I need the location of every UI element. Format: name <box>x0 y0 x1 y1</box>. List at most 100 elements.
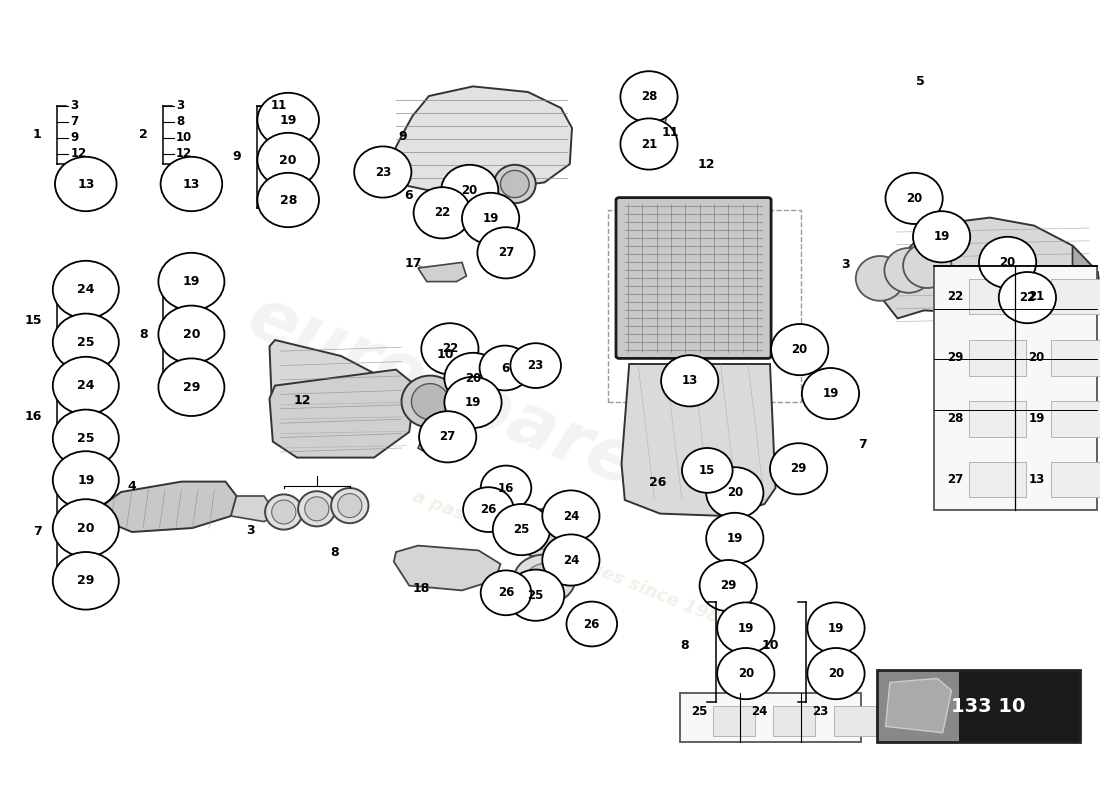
Text: 29: 29 <box>77 574 95 587</box>
Text: 16: 16 <box>24 410 42 423</box>
Text: 19: 19 <box>77 474 95 486</box>
Text: 8: 8 <box>330 546 339 558</box>
Text: 9: 9 <box>232 150 241 163</box>
Text: 7: 7 <box>33 525 42 538</box>
Text: 10: 10 <box>176 131 192 144</box>
Ellipse shape <box>419 411 476 462</box>
Ellipse shape <box>53 261 119 318</box>
Text: 27: 27 <box>947 474 964 486</box>
Ellipse shape <box>402 375 459 427</box>
Text: 19: 19 <box>738 622 754 634</box>
Text: 29: 29 <box>791 462 806 475</box>
Ellipse shape <box>979 237 1036 288</box>
Text: 19: 19 <box>934 230 949 243</box>
Text: 20: 20 <box>183 328 200 341</box>
Ellipse shape <box>477 227 535 278</box>
Text: a passion for marques since 1982: a passion for marques since 1982 <box>410 488 734 632</box>
Ellipse shape <box>481 466 531 510</box>
Ellipse shape <box>265 494 302 530</box>
Ellipse shape <box>331 488 368 523</box>
Polygon shape <box>376 166 394 186</box>
Bar <box>877 670 959 742</box>
Bar <box>969 462 1026 498</box>
Text: 11: 11 <box>271 99 287 112</box>
Ellipse shape <box>161 157 222 211</box>
Bar <box>713 706 755 736</box>
Text: 28: 28 <box>279 194 297 206</box>
Ellipse shape <box>913 211 970 262</box>
Text: 6: 6 <box>500 362 509 374</box>
Text: 20: 20 <box>465 372 481 385</box>
Text: 29: 29 <box>947 351 964 364</box>
Text: 20: 20 <box>906 192 922 205</box>
Polygon shape <box>99 482 236 532</box>
Ellipse shape <box>700 560 757 611</box>
Text: 12: 12 <box>294 394 311 407</box>
Ellipse shape <box>444 377 502 428</box>
Ellipse shape <box>272 500 296 524</box>
Polygon shape <box>231 496 275 522</box>
Bar <box>1050 402 1100 437</box>
Ellipse shape <box>770 443 827 494</box>
Ellipse shape <box>158 253 224 310</box>
Bar <box>1050 462 1100 498</box>
Bar <box>773 706 815 736</box>
Bar <box>608 210 801 402</box>
Bar <box>934 266 1097 510</box>
Text: 19: 19 <box>279 114 297 126</box>
Ellipse shape <box>414 187 471 238</box>
Ellipse shape <box>494 165 536 203</box>
Polygon shape <box>880 218 1100 330</box>
Text: 26: 26 <box>649 476 667 489</box>
Text: 3: 3 <box>842 258 850 270</box>
Polygon shape <box>270 370 416 458</box>
Text: 19: 19 <box>828 622 844 634</box>
Text: 26: 26 <box>498 586 514 599</box>
Text: 25: 25 <box>77 432 95 445</box>
Ellipse shape <box>661 355 718 406</box>
Ellipse shape <box>298 491 336 526</box>
Text: eurospares: eurospares <box>238 282 686 518</box>
Polygon shape <box>379 86 572 190</box>
Text: 18: 18 <box>412 582 430 594</box>
Text: 5: 5 <box>916 75 925 88</box>
Bar <box>969 402 1026 437</box>
Bar <box>834 706 876 736</box>
Text: 28: 28 <box>641 90 657 103</box>
Ellipse shape <box>507 570 564 621</box>
Polygon shape <box>621 364 775 516</box>
Ellipse shape <box>807 648 865 699</box>
Text: 26: 26 <box>584 618 600 630</box>
Text: 20: 20 <box>77 522 95 534</box>
Polygon shape <box>1072 246 1100 324</box>
Text: 7: 7 <box>70 115 78 128</box>
Text: 19: 19 <box>483 212 498 225</box>
Text: 15: 15 <box>700 464 715 477</box>
Bar <box>969 340 1026 375</box>
Ellipse shape <box>682 448 733 493</box>
Ellipse shape <box>999 272 1056 323</box>
Text: 24: 24 <box>563 510 579 522</box>
Text: 16: 16 <box>498 482 514 494</box>
FancyBboxPatch shape <box>616 198 771 358</box>
Ellipse shape <box>354 146 411 198</box>
Ellipse shape <box>53 314 119 371</box>
Polygon shape <box>394 546 501 590</box>
Text: 20: 20 <box>462 184 477 197</box>
Text: 27: 27 <box>498 246 514 259</box>
Ellipse shape <box>542 534 600 586</box>
Text: 23: 23 <box>812 705 828 718</box>
Ellipse shape <box>903 243 952 288</box>
Ellipse shape <box>411 384 449 419</box>
Ellipse shape <box>480 346 530 390</box>
Bar <box>959 670 1080 742</box>
Text: 133 10: 133 10 <box>950 697 1025 716</box>
Text: 9: 9 <box>398 130 407 142</box>
Ellipse shape <box>493 504 550 555</box>
Polygon shape <box>418 262 466 282</box>
Text: 13: 13 <box>682 374 697 387</box>
Ellipse shape <box>706 513 763 564</box>
Ellipse shape <box>305 497 329 521</box>
Text: 8: 8 <box>680 639 689 652</box>
Text: 20: 20 <box>792 343 807 356</box>
